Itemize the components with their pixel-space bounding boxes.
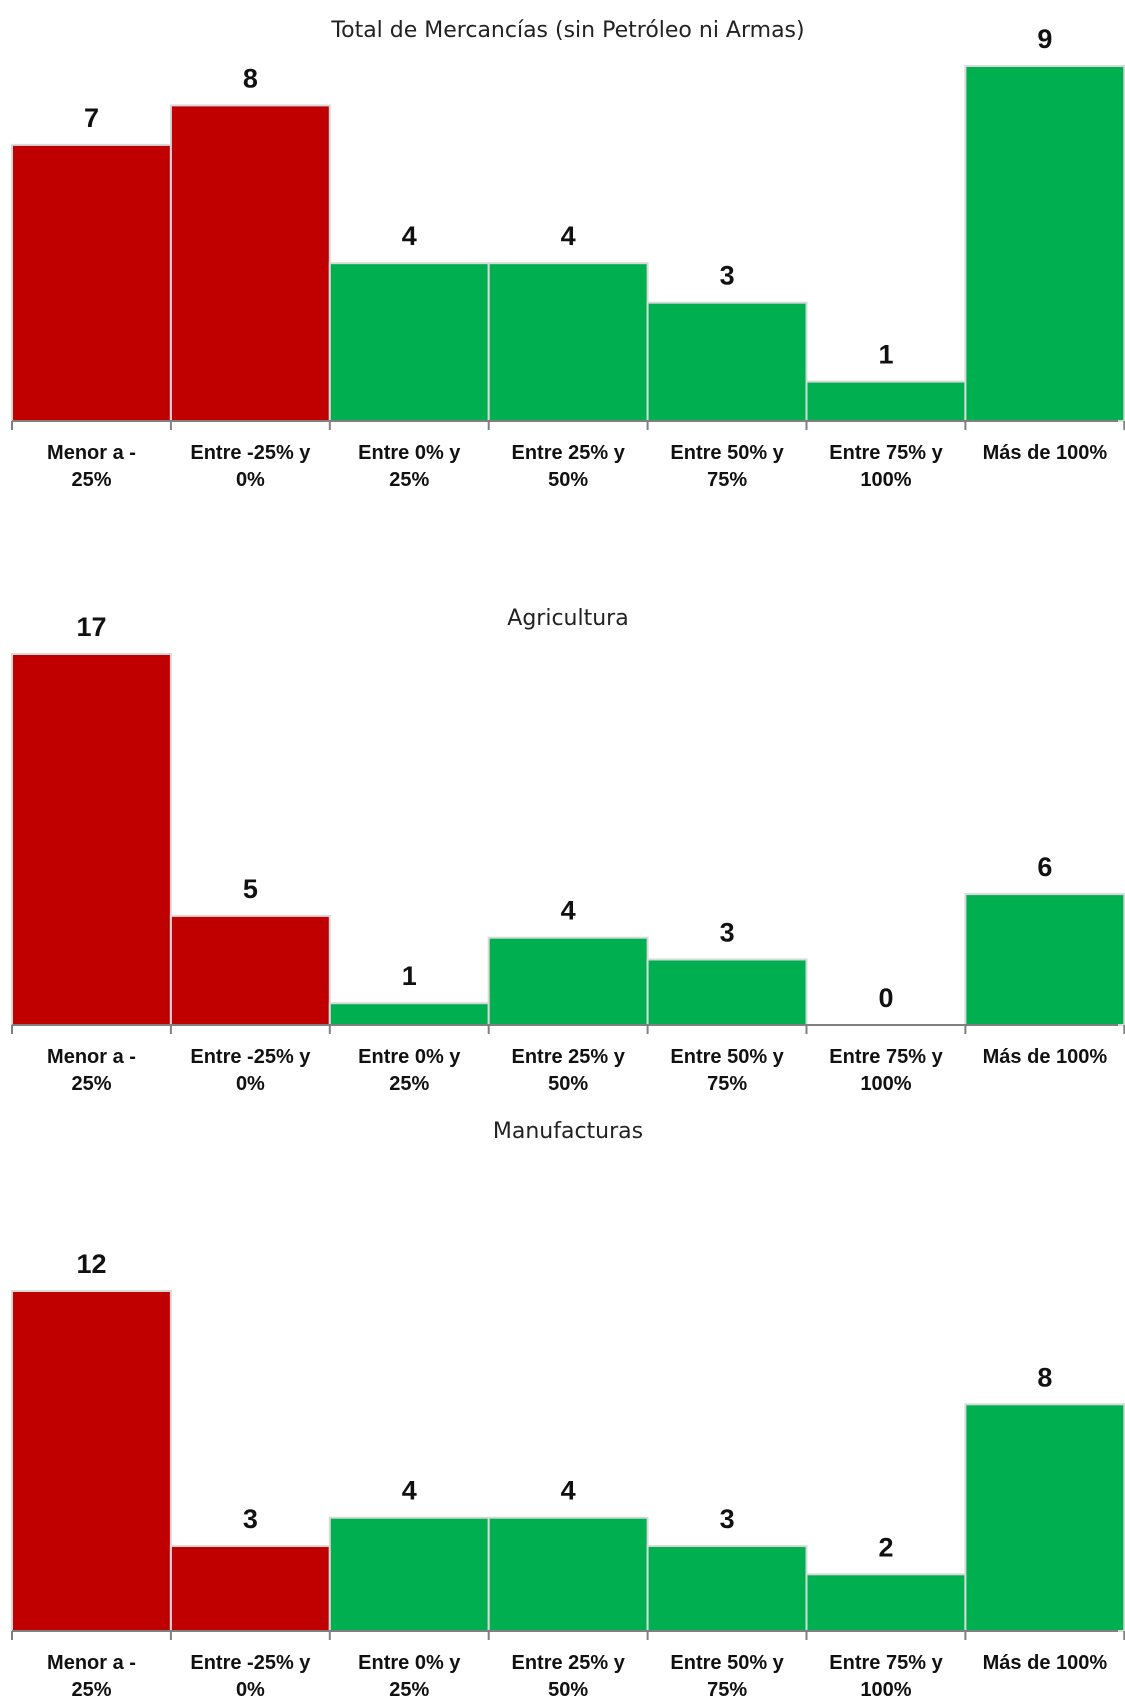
chart-total-mercancias: Total de Mercancías (sin Petróleo ni Arm… [11,18,1125,491]
chart-title: Manufacturas [493,1120,643,1144]
data-label: 4 [561,221,576,251]
tick-label: Entre 50% y [670,442,784,464]
tick-label: 25% [71,1073,111,1095]
data-label: 4 [402,221,417,251]
bar [646,1545,808,1632]
data-label: 5 [243,874,258,904]
tick-label: Entre -25% y [190,1652,311,1674]
data-label: 4 [402,1476,417,1506]
data-label: 1 [402,961,417,991]
data-label: 9 [1037,24,1052,54]
data-label: 3 [720,1504,735,1534]
bar [169,1545,331,1632]
tick-label: 25% [389,1679,429,1699]
data-label: 0 [878,983,893,1013]
tick-label: 50% [548,1073,588,1095]
bar [646,958,808,1026]
bar [487,262,649,423]
tick-label: Entre 25% y [512,1046,626,1068]
bar [169,914,331,1026]
data-label: 4 [561,1476,576,1506]
chart-title: Total de Mercancías (sin Petróleo ni Arm… [330,18,804,43]
data-label: 1 [878,340,893,370]
bar [328,1516,490,1633]
data-label: 3 [243,1504,258,1534]
tick-label: Más de 100% [983,1652,1108,1674]
tick-label: Menor a - [47,1046,136,1068]
tick-label: Más de 100% [983,1046,1108,1068]
bar [11,143,172,422]
tick-label: Entre 0% y [358,1046,461,1068]
tick-label: Entre -25% y [190,442,311,464]
tick-label: Entre 25% y [512,1652,626,1674]
tick-label: Entre 0% y [358,442,461,464]
tick-label: 25% [71,469,111,491]
tick-label: 75% [707,1679,747,1699]
bar [11,653,172,1026]
data-label: 8 [1037,1362,1052,1392]
tick-label: 25% [71,1679,111,1699]
chart-agricultura: Agricultura 17 5 1 4 3 0 6 Menor a - 25% Entre -… [11,606,1125,1095]
tick-label: 50% [548,1679,588,1699]
bar [646,301,808,423]
bar [805,1573,967,1632]
tick-label: Entre 0% y [358,1652,461,1674]
data-label: 6 [1037,852,1052,882]
bar [11,1290,172,1632]
tick-label: 50% [548,469,588,491]
tick-label: Entre 50% y [670,1652,784,1674]
tick-label: 0% [236,1679,265,1699]
tick-label: Entre 50% y [670,1046,784,1068]
tick-label: 0% [236,469,265,491]
tick-label: Entre 75% y [829,1652,943,1674]
data-label: 3 [720,261,735,291]
tick-label: 0% [236,1073,265,1095]
tick-label: Entre -25% y [190,1046,311,1068]
bar [964,1403,1125,1632]
chart-manufacturas: Manufacturas 12 3 4 4 3 2 8 Menor a - 25% Entre … [11,1120,1125,1699]
bar [487,936,649,1027]
bar [964,65,1125,422]
bar [328,1002,490,1027]
tick-label: Menor a - [47,442,136,464]
tick-label: 100% [860,1073,911,1095]
data-label: 12 [76,1249,106,1279]
data-label: 4 [561,896,576,926]
tick-label: 100% [860,469,911,491]
tick-label: Entre 25% y [512,442,626,464]
tick-label: 25% [389,469,429,491]
data-label: 17 [76,612,106,642]
tick-label: 75% [707,1073,747,1095]
tick-label: Entre 75% y [829,442,943,464]
bar [328,262,490,423]
tick-label: Entre 75% y [829,1046,943,1068]
tick-label: 25% [389,1073,429,1095]
chart-title: Agricultura [507,606,628,631]
data-label: 7 [84,103,99,133]
tick-label: 75% [707,469,747,491]
bar [169,104,331,423]
data-label: 3 [720,918,735,948]
bar [964,893,1125,1026]
tick-label: Más de 100% [983,442,1108,464]
bar [487,1516,649,1633]
bar [805,380,967,423]
tick-label: 100% [860,1679,911,1699]
data-label: 8 [243,63,258,93]
data-label: 2 [878,1532,893,1562]
tick-label: Menor a - [47,1652,136,1674]
